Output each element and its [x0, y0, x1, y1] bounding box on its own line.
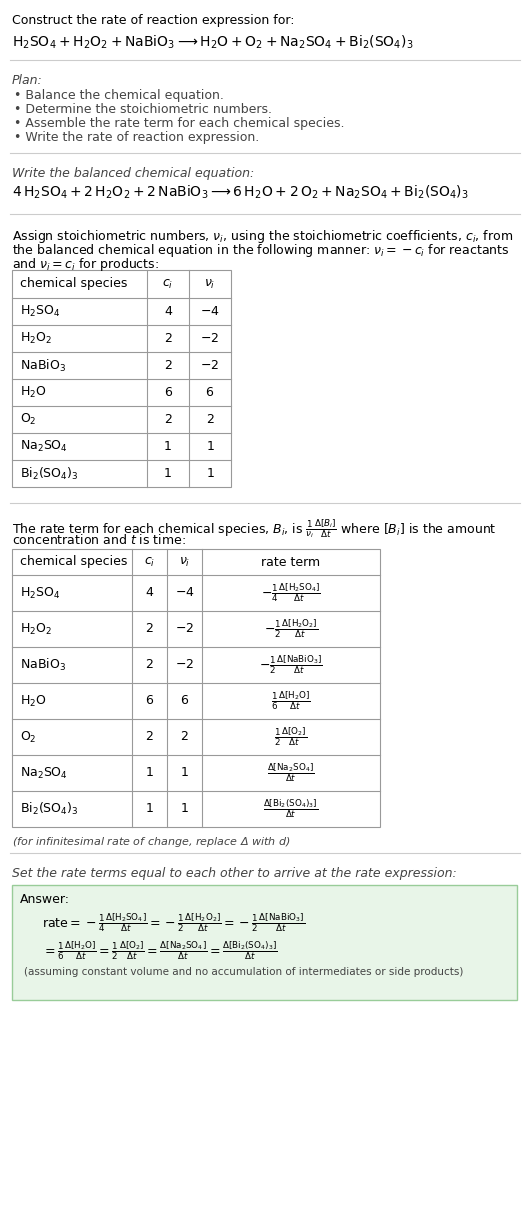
Text: $-2$: $-2$ [200, 359, 219, 372]
Text: concentration and $t$ is time:: concentration and $t$ is time: [12, 533, 186, 547]
Text: $\mathrm{H_2O_2}$: $\mathrm{H_2O_2}$ [20, 331, 52, 345]
Text: (for infinitesimal rate of change, replace Δ with $d$): (for infinitesimal rate of change, repla… [12, 835, 290, 849]
Text: $\frac{1}{6}\frac{\Delta[\mathrm{H_2O}]}{\Delta t}$: $\frac{1}{6}\frac{\Delta[\mathrm{H_2O}]}… [271, 690, 311, 713]
Text: $\mathrm{rate} = -\frac{1}{4}\frac{\Delta[\mathrm{H_2SO_4}]}{\Delta t} = -\frac{: $\mathrm{rate} = -\frac{1}{4}\frac{\Delt… [42, 911, 305, 934]
Text: $-\frac{1}{2}\frac{\Delta[\mathrm{NaBiO_3}]}{\Delta t}$: $-\frac{1}{2}\frac{\Delta[\mathrm{NaBiO_… [259, 654, 323, 676]
Text: and $\nu_i = c_i$ for products:: and $\nu_i = c_i$ for products: [12, 256, 159, 273]
Text: 2: 2 [146, 658, 154, 672]
Text: 2: 2 [164, 413, 172, 426]
Text: $\mathrm{Bi_2(SO_4)_3}$: $\mathrm{Bi_2(SO_4)_3}$ [20, 465, 78, 482]
Text: $2$: $2$ [206, 413, 214, 426]
Text: $-2$: $-2$ [175, 658, 194, 672]
Text: $\mathrm{Na_2SO_4}$: $\mathrm{Na_2SO_4}$ [20, 766, 68, 780]
Text: Set the rate terms equal to each other to arrive at the rate expression:: Set the rate terms equal to each other t… [12, 867, 457, 879]
Text: Write the balanced chemical equation:: Write the balanced chemical equation: [12, 167, 254, 180]
Text: 2: 2 [164, 359, 172, 372]
Text: $6$: $6$ [206, 387, 215, 399]
Text: The rate term for each chemical species, $B_i$, is $\frac{1}{\nu_i}\frac{\Delta[: The rate term for each chemical species,… [12, 517, 497, 540]
Text: $\mathrm{NaBiO_3}$: $\mathrm{NaBiO_3}$ [20, 657, 66, 673]
Text: 1: 1 [164, 467, 172, 480]
Text: $= \frac{1}{6}\frac{\Delta[\mathrm{H_2O}]}{\Delta t} = \frac{1}{2}\frac{\Delta[\: $= \frac{1}{6}\frac{\Delta[\mathrm{H_2O}… [42, 939, 278, 962]
Text: $\mathrm{O_2}$: $\mathrm{O_2}$ [20, 730, 37, 744]
Text: $1$: $1$ [206, 440, 214, 453]
Text: $1$: $1$ [206, 467, 214, 480]
Text: $\mathrm{4\,H_2SO_4 + 2\,H_2O_2 + 2\,NaBiO_3 \longrightarrow 6\,H_2O + 2\,O_2 + : $\mathrm{4\,H_2SO_4 + 2\,H_2O_2 + 2\,NaB… [12, 184, 469, 202]
Text: • Write the rate of reaction expression.: • Write the rate of reaction expression. [14, 130, 259, 144]
Text: Answer:: Answer: [20, 893, 70, 906]
Text: $\mathrm{O_2}$: $\mathrm{O_2}$ [20, 412, 37, 428]
Text: (assuming constant volume and no accumulation of intermediates or side products): (assuming constant volume and no accumul… [24, 966, 463, 977]
Text: $\mathrm{H_2SO_4}$: $\mathrm{H_2SO_4}$ [20, 586, 60, 600]
Text: $-\frac{1}{4}\frac{\Delta[\mathrm{H_2SO_4}]}{\Delta t}$: $-\frac{1}{4}\frac{\Delta[\mathrm{H_2SO_… [261, 582, 321, 604]
Text: 4: 4 [146, 587, 154, 599]
Text: 6: 6 [164, 387, 172, 399]
Text: $-2$: $-2$ [175, 622, 194, 635]
Text: $\mathrm{H_2SO_4 + H_2O_2 + NaBiO_3 \longrightarrow H_2O + O_2 + Na_2SO_4 + Bi_2: $\mathrm{H_2SO_4 + H_2O_2 + NaBiO_3 \lon… [12, 34, 413, 52]
Text: $\frac{\Delta[\mathrm{Na_2SO_4}]}{\Delta t}$: $\frac{\Delta[\mathrm{Na_2SO_4}]}{\Delta… [267, 762, 315, 784]
Text: $\mathrm{H_2SO_4}$: $\mathrm{H_2SO_4}$ [20, 304, 60, 319]
Bar [12, 885, 517, 1000]
Text: $\mathrm{H_2O_2}$: $\mathrm{H_2O_2}$ [20, 621, 52, 637]
Text: • Assemble the rate term for each chemical species.: • Assemble the rate term for each chemic… [14, 117, 344, 130]
Text: $\nu_i$: $\nu_i$ [204, 278, 216, 291]
Text: $6$: $6$ [180, 695, 189, 708]
Text: 2: 2 [164, 332, 172, 345]
Text: $-\frac{1}{2}\frac{\Delta[\mathrm{H_2O_2}]}{\Delta t}$: $-\frac{1}{2}\frac{\Delta[\mathrm{H_2O_2… [264, 617, 318, 640]
Text: 1: 1 [164, 440, 172, 453]
Text: Assign stoichiometric numbers, $\nu_i$, using the stoichiometric coefficients, $: Assign stoichiometric numbers, $\nu_i$, … [12, 228, 513, 245]
Text: rate term: rate term [261, 556, 321, 569]
Text: the balanced chemical equation in the following manner: $\nu_i = -c_i$ for react: the balanced chemical equation in the fo… [12, 242, 509, 259]
Text: 2: 2 [146, 622, 154, 635]
Text: $1$: $1$ [180, 802, 189, 815]
Text: chemical species: chemical species [20, 556, 127, 569]
Text: $\mathrm{Na_2SO_4}$: $\mathrm{Na_2SO_4}$ [20, 439, 68, 454]
Text: $\mathrm{NaBiO_3}$: $\mathrm{NaBiO_3}$ [20, 358, 66, 373]
Text: Construct the rate of reaction expression for:: Construct the rate of reaction expressio… [12, 14, 295, 27]
Text: $c_i$: $c_i$ [162, 278, 174, 291]
Text: $\mathrm{Bi_2(SO_4)_3}$: $\mathrm{Bi_2(SO_4)_3}$ [20, 801, 78, 817]
Text: 4: 4 [164, 304, 172, 318]
Text: $-4$: $-4$ [200, 304, 220, 318]
Text: $\mathrm{H_2O}$: $\mathrm{H_2O}$ [20, 693, 47, 709]
Text: Plan:: Plan: [12, 74, 43, 87]
Text: • Determine the stoichiometric numbers.: • Determine the stoichiometric numbers. [14, 103, 272, 116]
Text: $1$: $1$ [180, 767, 189, 779]
Text: $c_i$: $c_i$ [144, 556, 155, 569]
Text: 1: 1 [146, 767, 154, 779]
Text: $\frac{\Delta[\mathrm{Bi_2(SO_4)_3}]}{\Delta t}$: $\frac{\Delta[\mathrm{Bi_2(SO_4)_3}]}{\D… [263, 797, 319, 820]
Text: • Balance the chemical equation.: • Balance the chemical equation. [14, 89, 224, 101]
Text: 6: 6 [146, 695, 154, 708]
Text: 1: 1 [146, 802, 154, 815]
Text: 2: 2 [146, 731, 154, 743]
Text: $2$: $2$ [180, 731, 189, 743]
Bar [12, 271, 231, 487]
Text: $-2$: $-2$ [200, 332, 219, 345]
Text: $\mathrm{H_2O}$: $\mathrm{H_2O}$ [20, 385, 47, 400]
Text: $\frac{1}{2}\frac{\Delta[\mathrm{O_2}]}{\Delta t}$: $\frac{1}{2}\frac{\Delta[\mathrm{O_2}]}{… [275, 726, 307, 748]
Text: $-4$: $-4$ [175, 587, 195, 599]
Bar [12, 548, 380, 827]
Text: $\nu_i$: $\nu_i$ [179, 556, 190, 569]
Text: chemical species: chemical species [20, 278, 127, 290]
